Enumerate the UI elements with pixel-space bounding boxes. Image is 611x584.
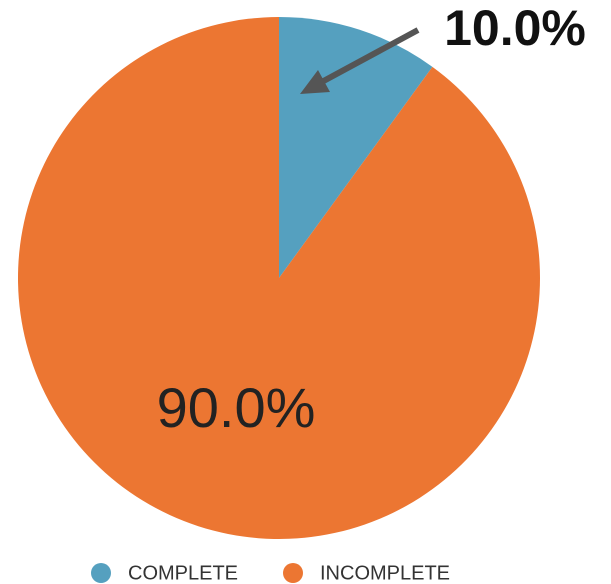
callout-arrow — [316, 27, 420, 87]
legend-label: INCOMPLETE — [320, 562, 450, 584]
data-label: 90.0% — [157, 376, 316, 439]
callout-arrow-head — [300, 70, 330, 94]
pie — [17, 17, 540, 539]
legend-swatch — [283, 563, 303, 583]
legend-swatch — [91, 563, 111, 583]
legend-label: COMPLETE — [128, 562, 238, 584]
pie-slice — [17, 17, 540, 539]
data-label: 10.0% — [444, 0, 586, 56]
